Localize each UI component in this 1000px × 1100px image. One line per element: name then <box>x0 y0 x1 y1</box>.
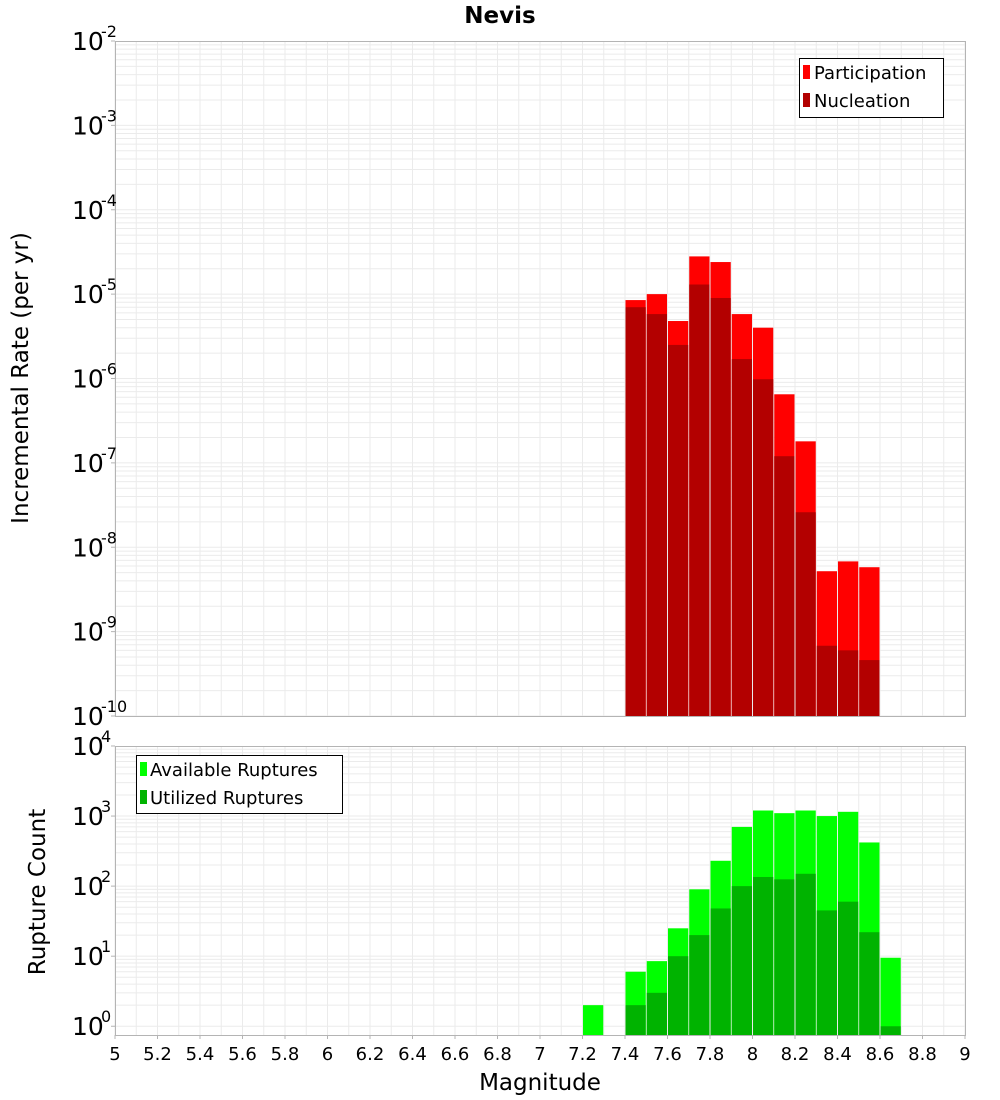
count-y-tick-label-exp: 0 <box>101 1007 111 1026</box>
chart-title: Nevis <box>464 3 535 29</box>
count-panel-y-axis-label: Rupture Count <box>25 809 51 975</box>
legend-swatch-nucleation <box>803 93 810 107</box>
nucleation-bar <box>774 456 795 716</box>
rate-y-tick-label-exp: -2 <box>101 22 117 41</box>
rate-y-tick-label-exp: -10 <box>101 697 127 716</box>
x-tick-label: 5 <box>109 1044 120 1065</box>
legend-label-participation: Participation <box>814 63 926 84</box>
legend-label-available: Available Ruptures <box>150 760 318 781</box>
rate-y-tick-label-base: 10 <box>72 533 104 562</box>
legend-swatch-participation <box>803 65 810 79</box>
legend-swatch-available <box>140 762 147 776</box>
nucleation-bar <box>838 650 859 716</box>
utilized-ruptures-bar <box>859 932 880 1035</box>
rate-panel-gridlines <box>114 41 966 717</box>
rate-panel-y-ticks: 10-210-310-410-510-610-710-810-910-10 <box>72 22 127 731</box>
nucleation-bar <box>859 660 880 716</box>
utilized-ruptures-bar <box>753 876 774 1035</box>
nucleation-bar <box>646 314 667 716</box>
count-y-tick-label-exp: 2 <box>101 867 111 886</box>
nucleation-bar <box>816 645 837 716</box>
legend-label-utilized: Utilized Ruptures <box>150 788 303 809</box>
utilized-ruptures-bar <box>880 1026 901 1035</box>
utilized-ruptures-bar <box>816 910 837 1035</box>
utilized-ruptures-bar <box>668 956 689 1035</box>
rate-y-tick-label-base: 10 <box>72 111 104 140</box>
x-tick-label: 8 <box>747 1044 758 1065</box>
count-y-tick-label-exp: 3 <box>101 797 111 816</box>
rate-y-tick-label-base: 10 <box>72 365 104 394</box>
nucleation-bar <box>625 307 646 716</box>
rate-panel-y-axis-label: Incremental Rate (per yr) <box>8 232 34 524</box>
x-tick-label: 9 <box>959 1044 970 1065</box>
rate-y-tick-label-exp: -6 <box>101 360 117 379</box>
x-tick-label: 6.4 <box>398 1044 427 1065</box>
x-tick-label: 5.4 <box>186 1044 215 1065</box>
x-tick-label: 6.6 <box>441 1044 470 1065</box>
legend-swatch-utilized <box>140 790 147 804</box>
count-y-tick-label-base: 10 <box>72 942 104 971</box>
x-tick-label: 7 <box>534 1044 545 1065</box>
count-y-tick-label-exp: 1 <box>101 937 111 956</box>
rate-y-tick-label-exp: -7 <box>101 444 117 463</box>
nucleation-bar <box>753 379 774 716</box>
nucleation-bar <box>710 297 731 716</box>
x-tick-label: 7.6 <box>653 1044 682 1065</box>
utilized-ruptures-bar <box>689 935 710 1035</box>
rate-y-tick-label-base: 10 <box>72 702 104 731</box>
count-panel-legend: Available Ruptures Utilized Ruptures <box>136 755 343 814</box>
utilized-ruptures-bar <box>646 992 667 1035</box>
available-ruptures-bar <box>880 957 901 1035</box>
count-y-tick-label-exp: 4 <box>101 727 111 746</box>
nucleation-bar <box>795 512 816 716</box>
x-tick-label: 5.8 <box>271 1044 300 1065</box>
rate-y-tick-label-exp: -3 <box>101 106 117 125</box>
x-tick-label: 7.4 <box>611 1044 640 1065</box>
rate-y-tick-label-base: 10 <box>72 196 104 225</box>
utilized-ruptures-bar <box>838 901 859 1035</box>
rate-y-tick-label-base: 10 <box>72 27 104 56</box>
rate-panel-bars <box>625 256 880 716</box>
rate-y-tick-label-base: 10 <box>72 280 104 309</box>
rate-panel-legend: Participation Nucleation <box>799 58 944 118</box>
x-tick-label: 8.6 <box>866 1044 895 1065</box>
count-y-tick-label-base: 10 <box>72 732 104 761</box>
utilized-ruptures-bar <box>731 886 752 1035</box>
nucleation-bar <box>689 284 710 716</box>
utilized-ruptures-bar <box>625 1005 646 1035</box>
x-tick-label: 7.2 <box>568 1044 597 1065</box>
x-tick-label: 6 <box>322 1044 333 1065</box>
utilized-ruptures-bar <box>795 873 816 1035</box>
count-y-tick-label-base: 10 <box>72 1012 104 1041</box>
legend-label-nucleation: Nucleation <box>814 91 910 112</box>
nucleation-bar <box>731 359 752 716</box>
x-tick-label: 6.8 <box>483 1044 512 1065</box>
rate-y-tick-label-exp: -9 <box>101 613 117 632</box>
rate-y-tick-label-exp: -8 <box>101 528 117 547</box>
rate-y-tick-label-base: 10 <box>72 618 104 647</box>
rate-panel-frame <box>115 41 966 717</box>
rate-y-tick-label-exp: -4 <box>101 191 117 210</box>
utilized-ruptures-bar <box>710 908 731 1035</box>
x-tick-label: 5.6 <box>228 1044 257 1065</box>
x-axis-ticks: 5 5.2 5.4 5.6 5.8 6 6.2 6.4 6.6 6.8 7 7.2 7.4 7.6 7.8 8… <box>109 1035 971 1065</box>
x-axis-label: Magnitude <box>479 1070 601 1096</box>
nucleation-bar <box>668 344 689 716</box>
x-tick-label: 6.2 <box>356 1044 385 1065</box>
x-tick-label: 8.8 <box>908 1044 937 1065</box>
rate-y-tick-label-exp: -5 <box>101 275 117 294</box>
rate-y-tick-label-base: 10 <box>72 449 104 478</box>
x-tick-label: 8.4 <box>823 1044 852 1065</box>
x-tick-label: 8.2 <box>781 1044 810 1065</box>
count-y-tick-label-base: 10 <box>72 802 104 831</box>
count-panel-bars <box>583 810 901 1035</box>
count-y-tick-label-base: 10 <box>72 872 104 901</box>
available-ruptures-bar <box>583 1005 604 1035</box>
x-tick-label: 5.2 <box>143 1044 172 1065</box>
utilized-ruptures-bar <box>774 879 795 1035</box>
x-tick-label: 7.8 <box>696 1044 725 1065</box>
